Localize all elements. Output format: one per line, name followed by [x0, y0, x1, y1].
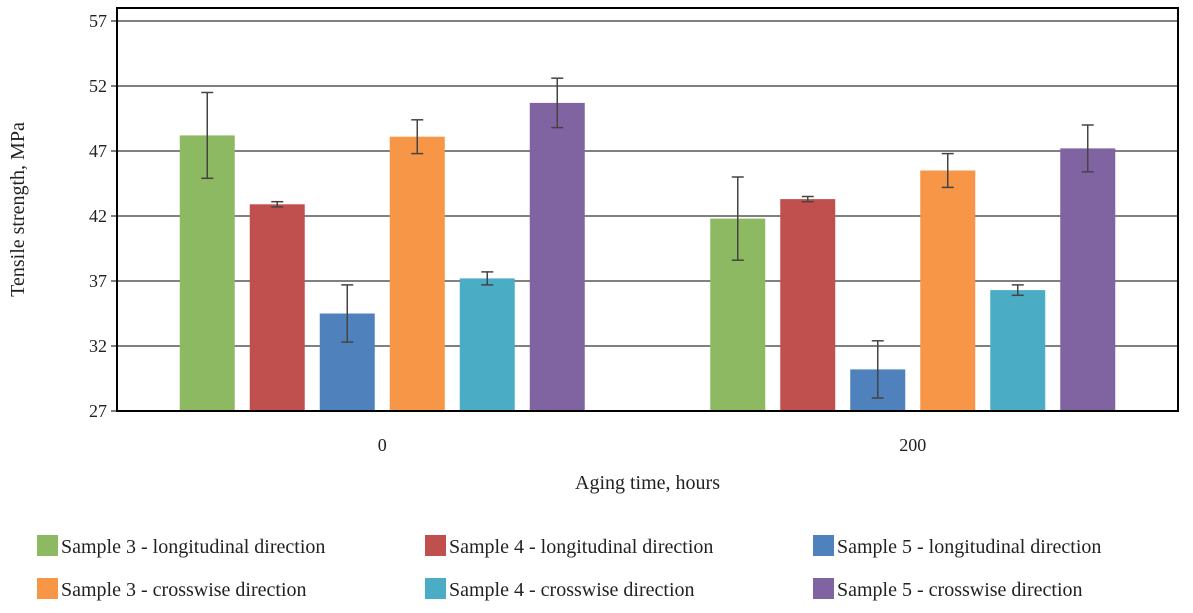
legend-swatch: [813, 578, 834, 599]
legend-item: Sample 3 - crosswise direction: [37, 578, 307, 601]
legend-swatch: [425, 535, 446, 556]
bar: [179, 135, 235, 411]
legend-label: Sample 3 - crosswise direction: [61, 579, 307, 601]
legend-item: Sample 4 - crosswise direction: [425, 578, 695, 601]
legend: Sample 3 - longitudinal direction Sample …: [37, 535, 1101, 601]
legend-label: Sample 4 - crosswise direction: [449, 579, 695, 601]
y-tick-labels: 27 32 37 42 47 52 57: [89, 11, 107, 421]
y-axis-title: Tensile strength, MPa: [7, 122, 29, 297]
legend-label: Sample 5 - longitudinal direction: [837, 536, 1101, 558]
y-tick-label: 37: [89, 271, 107, 291]
bar: [920, 170, 976, 411]
x-tick-label: 200: [899, 435, 926, 455]
bar: [459, 278, 515, 411]
y-tick-label: 27: [89, 401, 107, 421]
y-tick-label: 32: [89, 336, 107, 356]
legend-item: Sample 3 - longitudinal direction: [37, 535, 325, 558]
x-tick-labels: 0 200: [378, 435, 927, 455]
x-axis-title: Aging time, hours: [575, 472, 720, 494]
x-tick-label: 0: [378, 435, 387, 455]
error-bars-layer: [201, 77, 1094, 399]
legend-swatch: [37, 535, 58, 556]
legend-label: Sample 3 - longitudinal direction: [61, 536, 325, 558]
legend-item: Sample 5 - crosswise direction: [813, 578, 1083, 601]
bar: [529, 102, 585, 412]
legend-label: Sample 5 - crosswise direction: [837, 579, 1083, 601]
bar: [780, 199, 836, 411]
legend-item: Sample 4 - longitudinal direction: [425, 535, 713, 558]
y-tick-label: 47: [89, 141, 107, 161]
y-tick-label: 57: [89, 11, 107, 31]
bar: [389, 136, 445, 411]
legend-item: Sample 5 - longitudinal direction: [813, 535, 1101, 558]
y-tick-label: 52: [89, 76, 107, 96]
bar: [990, 290, 1046, 411]
legend-swatch: [813, 535, 834, 556]
legend-label: Sample 4 - longitudinal direction: [449, 536, 713, 558]
legend-swatch: [425, 578, 446, 599]
y-tick-label: 42: [89, 206, 107, 226]
legend-swatch: [37, 578, 58, 599]
bar: [249, 204, 305, 411]
bars-layer: [179, 102, 1116, 412]
bar: [1060, 148, 1116, 411]
plot-frame: [116, 7, 1179, 412]
